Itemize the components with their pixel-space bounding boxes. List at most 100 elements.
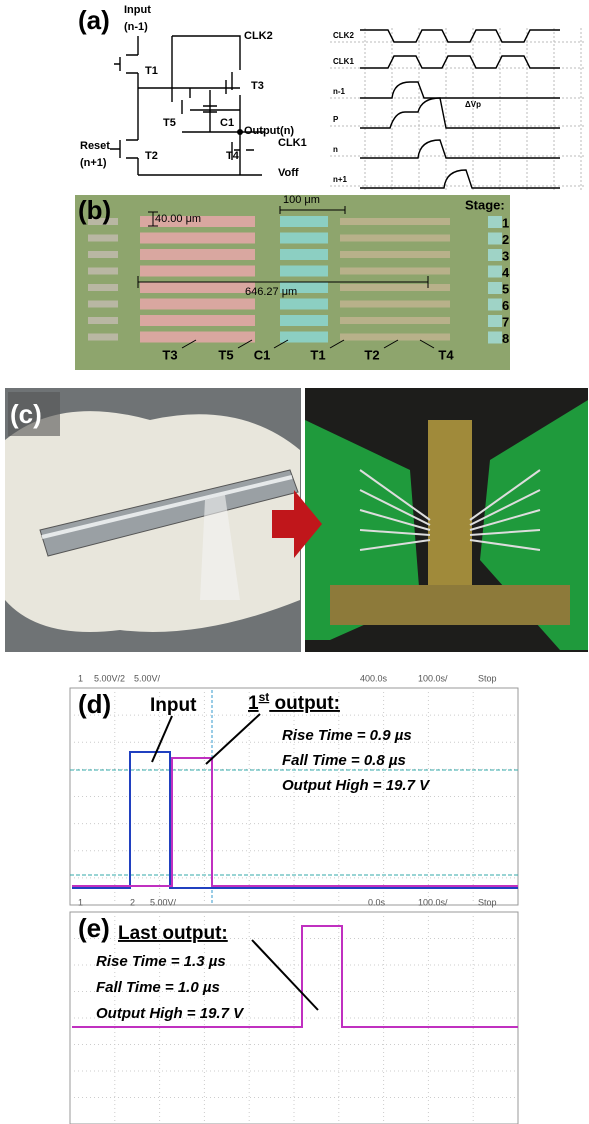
pad [88, 317, 118, 324]
pad [88, 301, 118, 308]
pad [88, 334, 118, 341]
pad [88, 251, 118, 258]
transistor-stripe [140, 282, 255, 293]
scope-header: 400.0s [360, 673, 388, 683]
stage-pad [488, 233, 502, 245]
label: T3 [251, 80, 264, 92]
scope-header: 1 [78, 897, 83, 907]
signal-label: n-1 [333, 87, 346, 96]
signal-label: CLK1 [333, 57, 354, 66]
annotation: Input [150, 695, 197, 716]
label: CLK1 [278, 137, 307, 149]
capacitor [280, 266, 328, 277]
scope-header: 100.0s/ [418, 897, 448, 907]
stage-label: 1 [502, 215, 509, 230]
capacitor [280, 233, 328, 244]
transistor-stripe [140, 249, 255, 260]
label: Output(n) [244, 125, 294, 137]
label: (n+1) [80, 157, 107, 169]
waveform [360, 170, 560, 188]
title-part: 1 [248, 693, 259, 714]
waveform [360, 98, 560, 128]
label: 646.27 μm [245, 286, 297, 298]
label: Stage: [465, 197, 505, 212]
part-label: T3 [162, 347, 177, 362]
scope-header: 1 [78, 673, 83, 683]
stage-label: 3 [502, 248, 509, 263]
scope-header: 5.00V/ [150, 897, 177, 907]
panel-label: (e) [78, 913, 110, 943]
stage-pad [488, 282, 502, 294]
title-part: st [259, 690, 270, 704]
stage-pad [488, 299, 502, 311]
stat: Fall Time = 1.0 µs [96, 979, 220, 996]
label: T1 [145, 65, 158, 77]
capacitor [280, 249, 328, 260]
scope-header: 5.00V/ [94, 673, 121, 683]
label: Voff [278, 167, 299, 179]
circuit-block [340, 268, 450, 275]
stat: Output High = 19.7 V [96, 1005, 245, 1022]
capacitor [280, 299, 328, 310]
circuit-block [340, 218, 450, 225]
pad [88, 268, 118, 275]
label: Input [124, 4, 151, 16]
capacitor [280, 315, 328, 326]
scope-header: 100.0s/ [418, 673, 448, 683]
scope-header: Stop [478, 897, 497, 907]
panel-b: (b) 40.00 μm 100 μm 646.27 μm Stage: 123… [75, 194, 510, 370]
label: 100 μm [283, 194, 320, 206]
stage-pad [488, 216, 502, 228]
delta-label: ΔVp [465, 100, 481, 109]
circuit-block [340, 301, 450, 308]
label: Reset [80, 140, 110, 152]
stat: Fall Time = 0.8 µs [282, 752, 406, 769]
transistor-stripe [140, 332, 255, 343]
scope-header: 0.0s [368, 897, 386, 907]
output-title: Last output: [118, 923, 228, 944]
transistor-stripe [140, 299, 255, 310]
scope-header: 2 [120, 673, 125, 683]
part-label: T4 [438, 347, 454, 362]
label: CLK2 [244, 30, 273, 42]
stage-pad [488, 315, 502, 327]
signal-label: n [333, 145, 338, 154]
stat: Output High = 19.7 V [282, 777, 431, 794]
scope-header: 5.00V/ [134, 673, 161, 683]
panel-label: (d) [78, 689, 111, 719]
stat: Rise Time = 0.9 µs [282, 727, 412, 744]
part-label: T5 [218, 347, 233, 362]
label: (b) [78, 195, 111, 225]
waveform [360, 140, 560, 158]
transistor-stripe [140, 266, 255, 277]
pad [88, 284, 118, 291]
panel-c: (c) [5, 388, 588, 652]
stage-label: 6 [502, 298, 509, 313]
circuit-block [340, 251, 450, 258]
signal-label: CLK2 [333, 31, 354, 40]
signal-label: n+1 [333, 175, 348, 184]
transistor-stripe [140, 315, 255, 326]
circuit-block [340, 317, 450, 324]
waveform [360, 30, 560, 42]
pad [88, 235, 118, 242]
title-part: output: [269, 693, 340, 714]
stage-pad [488, 266, 502, 278]
stage-label: 4 [502, 265, 510, 280]
part-label: C1 [254, 347, 271, 362]
circuit-block [340, 334, 450, 341]
stage-label: 8 [502, 331, 509, 346]
label: (n-1) [124, 21, 148, 33]
figure: (a) Input (n-1) Reset (n+1) CLK2 CLK1 Vo… [0, 0, 589, 1124]
stat: Rise Time = 1.3 µs [96, 953, 226, 970]
wire [114, 36, 264, 175]
clamp [330, 585, 570, 625]
stage-pad [488, 332, 502, 344]
label: 40.00 μm [155, 213, 201, 225]
node [237, 129, 243, 135]
stage-pad [488, 249, 502, 261]
label: C1 [220, 117, 234, 129]
